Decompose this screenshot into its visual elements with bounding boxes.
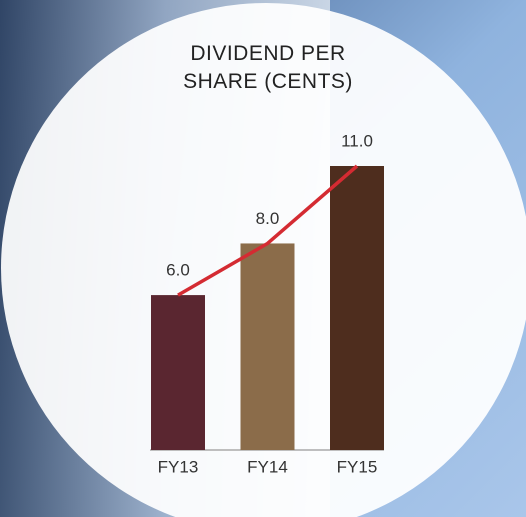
bar [330,166,384,450]
bar [151,295,205,450]
chart-title: DIVIDEND PER SHARE (CENTS) [163,40,373,96]
value-label: 11.0 [341,131,373,150]
x-tick-label: FY13 [158,457,199,476]
x-tick-label: FY14 [247,457,288,476]
value-label: 6.0 [166,261,190,280]
page: 6.0 FY13 8.0 FY14 11.0 FY15 DIVIDEND PER SHAR… [0,0,526,517]
value-label: 8.0 [256,209,280,228]
bar [241,243,295,450]
x-tick-label: FY15 [337,457,378,476]
